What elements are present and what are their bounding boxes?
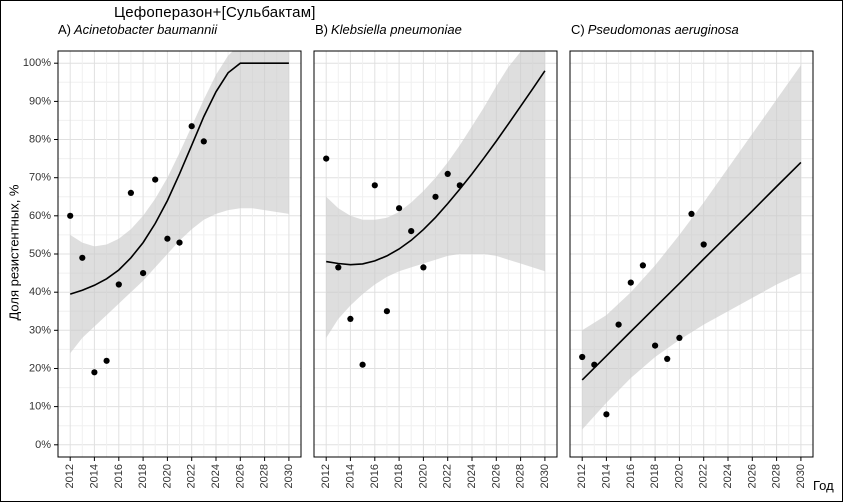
panel-c-title: C) Pseudomonas aeruginosa bbox=[571, 22, 739, 37]
svg-text:2012: 2012 bbox=[320, 464, 332, 488]
svg-text:2022: 2022 bbox=[442, 464, 454, 488]
svg-text:2030: 2030 bbox=[795, 464, 807, 488]
svg-text:2028: 2028 bbox=[771, 464, 783, 488]
panel-a-title: A) Acinetobacter baumannii bbox=[58, 22, 217, 37]
svg-text:2014: 2014 bbox=[88, 464, 100, 488]
svg-text:2012: 2012 bbox=[576, 464, 588, 488]
svg-text:20%: 20% bbox=[29, 363, 51, 375]
svg-text:2028: 2028 bbox=[515, 464, 527, 488]
panel-a-species: Acinetobacter baumannii bbox=[74, 22, 218, 37]
panel-b-label: B) bbox=[315, 22, 328, 37]
svg-text:2018: 2018 bbox=[137, 464, 149, 488]
svg-text:2030: 2030 bbox=[539, 464, 551, 488]
svg-text:2012: 2012 bbox=[64, 464, 76, 488]
panel-b-plot: 2012 2014 2016 2018 2020 2022 2024 2026 2028 2030 bbox=[313, 50, 558, 488]
svg-text:90%: 90% bbox=[29, 95, 51, 107]
svg-text:2026: 2026 bbox=[746, 464, 758, 488]
panel-a-plot: 2012 2014 2016 2018 2020 2022 2024 2026 2028 2030… bbox=[23, 50, 302, 488]
svg-text:2028: 2028 bbox=[259, 464, 271, 488]
svg-text:80%: 80% bbox=[29, 134, 51, 146]
svg-text:2016: 2016 bbox=[113, 464, 125, 488]
panel-c-plot: 2012 2014 2016 2018 2020 2022 2024 2026 2028 2030 bbox=[569, 50, 814, 488]
svg-text:30%: 30% bbox=[29, 324, 51, 336]
svg-text:60%: 60% bbox=[29, 210, 51, 222]
svg-text:100%: 100% bbox=[23, 57, 51, 69]
svg-text:70%: 70% bbox=[29, 172, 51, 184]
svg-text:2016: 2016 bbox=[625, 464, 637, 488]
svg-text:2020: 2020 bbox=[417, 464, 429, 488]
svg-text:2016: 2016 bbox=[369, 464, 381, 488]
svg-text:2020: 2020 bbox=[673, 464, 685, 488]
svg-text:2014: 2014 bbox=[600, 464, 612, 488]
svg-text:2024: 2024 bbox=[722, 464, 734, 488]
panel-a-label: A) bbox=[58, 22, 71, 37]
svg-text:2022: 2022 bbox=[698, 464, 710, 488]
x-axis-title: Год bbox=[813, 478, 834, 493]
panel-c-species: Pseudomonas aeruginosa bbox=[587, 22, 739, 37]
svg-text:2026: 2026 bbox=[490, 464, 502, 488]
svg-text:2014: 2014 bbox=[344, 464, 356, 488]
svg-text:2030: 2030 bbox=[283, 464, 295, 488]
svg-text:0%: 0% bbox=[35, 439, 51, 451]
svg-text:2018: 2018 bbox=[393, 464, 405, 488]
svg-text:50%: 50% bbox=[29, 248, 51, 260]
svg-text:2018: 2018 bbox=[649, 464, 661, 488]
svg-text:2026: 2026 bbox=[234, 464, 246, 488]
svg-text:2022: 2022 bbox=[186, 464, 198, 488]
svg-text:2024: 2024 bbox=[210, 464, 222, 488]
panel-c-label: C) bbox=[571, 22, 585, 37]
svg-text:40%: 40% bbox=[29, 286, 51, 298]
figure-title: Цефоперазон+[Сульбактам] bbox=[114, 4, 316, 21]
svg-text:10%: 10% bbox=[29, 401, 51, 413]
svg-text:2024: 2024 bbox=[466, 464, 478, 488]
panel-b-title: B) Klebsiella pneumoniae bbox=[315, 22, 462, 37]
svg-text:2020: 2020 bbox=[161, 464, 173, 488]
panel-b-species: Klebsiella pneumoniae bbox=[331, 22, 462, 37]
